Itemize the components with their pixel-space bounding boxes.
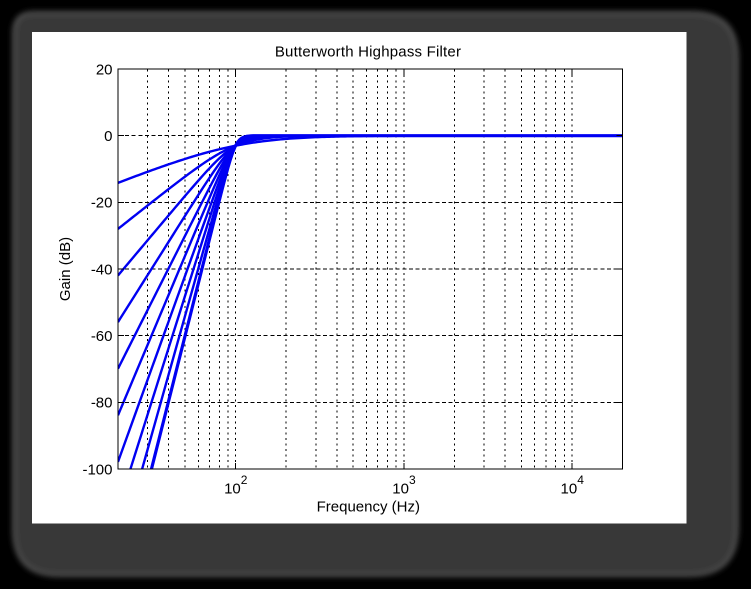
svg-text:20: 20 [96, 61, 113, 78]
svg-text:-60: -60 [91, 328, 113, 345]
svg-text:Butterworth Highpass Filter: Butterworth Highpass Filter [275, 44, 461, 61]
svg-text:-20: -20 [91, 195, 113, 212]
svg-text:-40: -40 [91, 261, 113, 278]
svg-text:-80: -80 [91, 395, 113, 412]
svg-text:Gain (dB): Gain (dB) [57, 237, 74, 301]
svg-text:-100: -100 [82, 461, 112, 478]
svg-text:Frequency (Hz): Frequency (Hz) [317, 499, 420, 516]
svg-text:0: 0 [104, 128, 112, 145]
